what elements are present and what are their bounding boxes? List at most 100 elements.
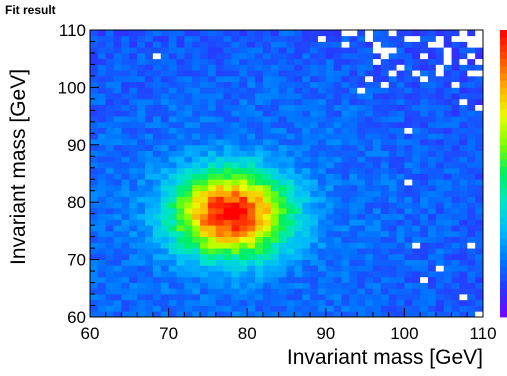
heatmap-cell	[160, 225, 169, 232]
heatmap-cell	[121, 58, 130, 65]
heatmap-cell	[412, 121, 421, 128]
heatmap-cell	[317, 190, 327, 197]
heatmap-cell	[145, 116, 154, 123]
heatmap-cell	[443, 190, 452, 197]
heatmap-cell	[192, 81, 201, 88]
heatmap-cell	[286, 248, 295, 255]
heatmap-cell	[105, 104, 114, 111]
heatmap-cell	[349, 93, 358, 100]
heatmap-cell	[451, 184, 460, 192]
heatmap-cell	[192, 305, 201, 312]
heatmap-cell	[152, 64, 162, 71]
heatmap-cell	[200, 139, 209, 146]
heatmap-cell	[333, 202, 342, 209]
heatmap-cell	[467, 190, 476, 197]
heatmap-cell	[325, 144, 335, 151]
heatmap-cell	[388, 144, 397, 151]
heatmap-cell	[160, 139, 169, 146]
heatmap-cell	[200, 47, 209, 54]
heatmap-cell	[160, 156, 169, 163]
heatmap-cell	[192, 242, 201, 249]
heatmap-cell	[168, 253, 177, 260]
heatmap-cell	[365, 305, 374, 312]
heatmap-cell	[302, 184, 311, 192]
heatmap-cell	[278, 41, 287, 48]
heatmap-cell	[239, 213, 248, 220]
heatmap-cell	[443, 288, 452, 295]
heatmap-cell	[105, 47, 114, 54]
heatmap-cell	[459, 271, 468, 278]
heatmap-cell	[121, 110, 130, 117]
heatmap-cell	[325, 162, 335, 169]
heatmap-cell	[341, 282, 350, 289]
heatmap-cell	[357, 58, 366, 65]
heatmap-cell	[231, 253, 240, 260]
colorbar-segment	[500, 202, 507, 210]
heatmap-cell	[215, 305, 225, 312]
heatmap-cell	[247, 184, 256, 192]
heatmap-cell	[215, 35, 225, 42]
heatmap-cell	[459, 150, 468, 157]
y-tick-label: 90	[67, 136, 86, 155]
heatmap-cell	[105, 219, 114, 226]
heatmap-cell	[184, 167, 193, 174]
heatmap-cell	[365, 75, 374, 83]
heatmap-cell	[192, 116, 201, 123]
heatmap-cell	[97, 184, 107, 192]
heatmap-cell	[137, 81, 146, 88]
heatmap-cell	[443, 30, 452, 37]
heatmap-cell	[349, 173, 358, 180]
heatmap-cell	[223, 144, 232, 151]
colorbar-segment	[500, 94, 507, 103]
heatmap-cell	[412, 305, 421, 312]
heatmap-cell	[121, 225, 130, 232]
heatmap-cell	[278, 52, 287, 60]
heatmap-cell	[427, 150, 437, 157]
heatmap-cell	[129, 265, 138, 272]
heatmap-cell	[105, 173, 114, 180]
heatmap-cell	[262, 87, 272, 94]
heatmap-cell	[121, 173, 130, 180]
heatmap-cell	[302, 219, 311, 226]
heatmap-cell	[349, 259, 358, 266]
heatmap-cell	[365, 288, 374, 295]
heatmap-cell	[341, 242, 350, 249]
heatmap-cell	[129, 253, 138, 260]
heatmap-cell	[105, 248, 114, 255]
heatmap-cell	[262, 282, 272, 289]
heatmap-cell	[113, 225, 122, 232]
colorbar-segment	[500, 209, 507, 217]
heatmap-cell	[341, 184, 350, 192]
heatmap-cell	[113, 294, 122, 301]
heatmap-cell	[129, 271, 138, 278]
heatmap-cell	[223, 52, 232, 60]
heatmap-cell	[286, 259, 295, 266]
heatmap-cell	[333, 81, 342, 88]
heatmap-cell	[459, 41, 468, 48]
heatmap-cell	[396, 139, 405, 146]
heatmap-cell	[262, 299, 272, 306]
heatmap-cell	[90, 253, 99, 260]
heatmap-cell	[270, 294, 280, 301]
heatmap-cell	[396, 167, 405, 174]
heatmap-cell	[372, 35, 382, 42]
heatmap-cell	[278, 58, 287, 65]
heatmap-cell	[365, 202, 374, 209]
heatmap-cell	[435, 139, 445, 146]
heatmap-cell	[113, 139, 122, 146]
heatmap-cell	[239, 47, 248, 54]
heatmap-cell	[262, 271, 272, 278]
heatmap-cell	[262, 179, 272, 186]
heatmap-cell	[247, 242, 256, 249]
heatmap-cell	[278, 121, 287, 128]
heatmap-cell	[160, 70, 169, 77]
heatmap-cell	[412, 64, 421, 71]
heatmap-cell	[467, 127, 476, 134]
heatmap-cell	[255, 30, 264, 37]
heatmap-cell	[372, 162, 382, 169]
heatmap-cell	[435, 104, 445, 111]
heatmap-cell	[357, 167, 366, 174]
heatmap-cell	[121, 282, 130, 289]
heatmap-cell	[113, 87, 122, 94]
heatmap-cell	[137, 58, 146, 65]
